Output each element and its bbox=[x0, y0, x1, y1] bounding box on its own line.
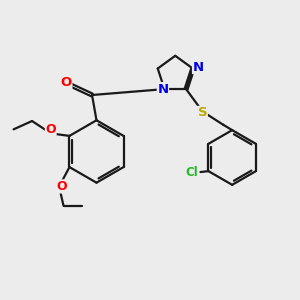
Text: O: O bbox=[45, 123, 56, 136]
Text: O: O bbox=[57, 180, 68, 193]
Text: O: O bbox=[61, 76, 72, 89]
Text: S: S bbox=[198, 106, 207, 119]
Text: N: N bbox=[158, 82, 169, 96]
Text: N: N bbox=[193, 61, 204, 74]
Text: Cl: Cl bbox=[185, 166, 198, 179]
